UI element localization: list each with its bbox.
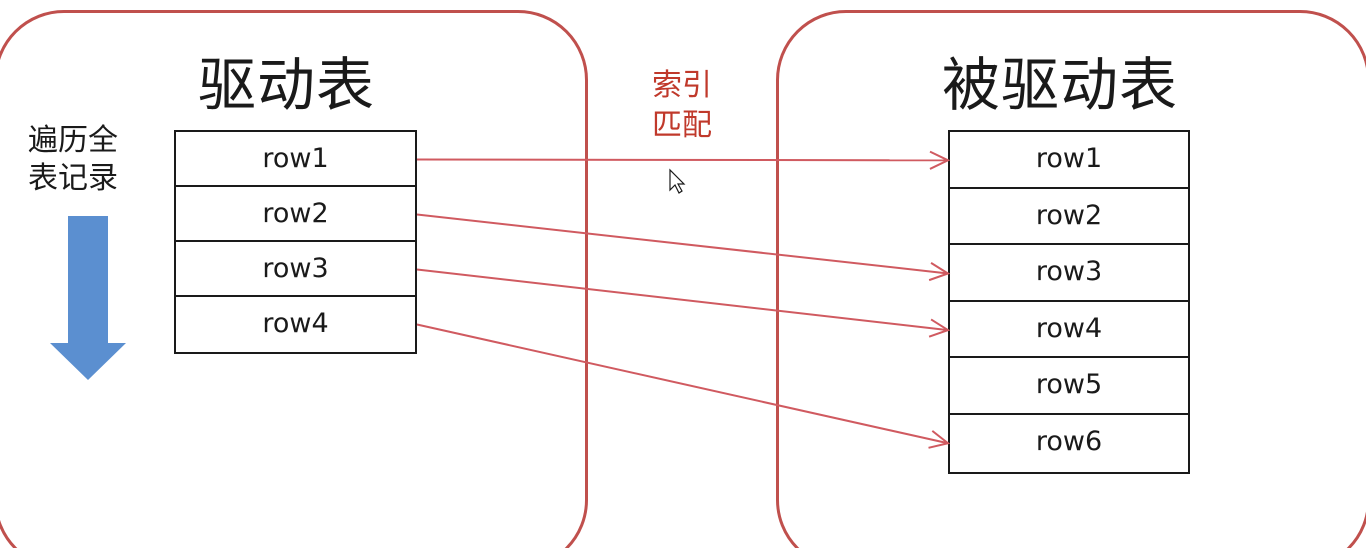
driven-table-row-2: row2 [950,189,1188,246]
driven-table-row-4: row4 [950,302,1188,359]
driving-table-row-1: row1 [176,132,415,187]
index-match-label: 索引匹配 [652,68,712,143]
driving-table-row-4: row4 [262,308,329,339]
driving-table-row-3: row3 [176,242,415,297]
traverse-all-records-label: 遍历全表记录 [28,123,118,196]
driving-table: row1 row2 row3 row4 [174,130,417,354]
driven-table-title: 被驱动表 [942,51,1179,119]
driven-table-row-3: row3 [950,245,1188,302]
driven-table: row1 row2 row3 row4 row5 row6 [948,130,1190,474]
driven-table-row-6: row6 [1035,425,1103,457]
driven-table-row-5: row5 [950,358,1188,415]
driven-table-row-1: row1 [950,132,1188,189]
driving-table-row-2: row2 [176,187,415,242]
driving-table-title: 驱动表 [198,51,376,119]
